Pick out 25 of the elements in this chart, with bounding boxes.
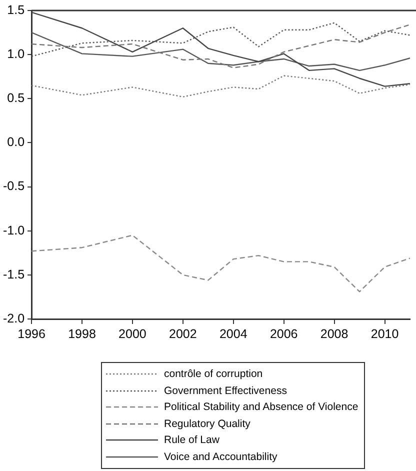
x-tick-label: 2006 (270, 326, 298, 341)
line-series (32, 234, 410, 292)
legend-label: Regulatory Quality (164, 416, 250, 432)
x-tick-label: 2000 (118, 326, 146, 341)
y-tick-label: -1.0 (2, 223, 25, 238)
x-tick-label: 1996 (18, 326, 46, 341)
x-tick-label: 2010 (370, 326, 399, 341)
legend-label: Political Stability and Absence of Violence (164, 400, 358, 415)
legend-label: Voice and Accountability (164, 450, 278, 464)
line-series (32, 24, 410, 68)
y-tick-label: -0.5 (2, 179, 25, 194)
legend-label: contrôle of corruption (164, 367, 263, 382)
x-tick-label: 2004 (219, 326, 248, 341)
y-tick-label: -1.5 (2, 267, 25, 282)
legend-label: Rule of Law (164, 433, 220, 448)
y-tick-label: 1.5 (7, 2, 25, 17)
y-tick-label: 0.0 (7, 135, 25, 150)
y-tick-label: 1.0 (7, 47, 25, 62)
y-tick-label: 0.5 (7, 91, 25, 106)
legend-label: Government Effectiveness (164, 384, 287, 398)
x-tick-label: 2008 (320, 326, 348, 341)
line-series (32, 75, 410, 98)
x-tick-label: 2002 (169, 326, 197, 341)
y-tick-label: -2.0 (2, 311, 25, 326)
x-tick-label: 1998 (68, 326, 96, 341)
